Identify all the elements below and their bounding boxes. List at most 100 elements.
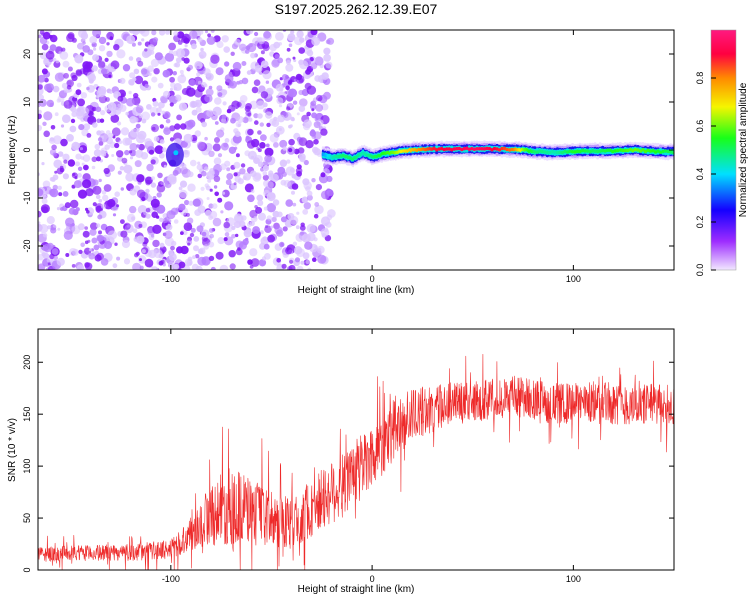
noise-blob — [153, 136, 160, 142]
noise-blob — [138, 114, 143, 119]
noise-blob — [231, 225, 236, 231]
noise-blob — [305, 259, 310, 265]
noise-blob — [245, 30, 254, 35]
noise-blob — [180, 123, 187, 130]
colorbar-label: Normalized spectral amplitude — [738, 82, 749, 217]
snr-y-ticks: 0 50 100 150 200 — [22, 355, 674, 573]
ridge-segment — [616, 148, 620, 153]
noise-blob — [52, 224, 57, 229]
noise-blob — [169, 102, 174, 107]
noise-blob — [210, 266, 216, 270]
noise-blob — [191, 263, 199, 270]
noise-blob — [95, 194, 101, 200]
ridge-segment — [467, 147, 471, 151]
noise-blob — [214, 97, 222, 105]
colorbar-tick-label: 0.6 — [695, 120, 705, 133]
noise-blob — [107, 230, 118, 240]
noise-blob — [298, 47, 306, 54]
noise-blob — [311, 108, 315, 112]
noise-blob — [180, 231, 184, 236]
noise-blob — [320, 216, 331, 226]
ridge-segment — [437, 147, 441, 151]
ridge-segment — [485, 146, 489, 151]
noise-blob — [153, 68, 160, 75]
noise-blob — [51, 144, 57, 151]
noise-blob — [129, 80, 135, 86]
noise-blob — [74, 142, 81, 149]
noise-blob — [222, 189, 230, 198]
noise-blob — [98, 45, 106, 52]
noise-blob — [197, 37, 203, 43]
noise-blob — [273, 116, 278, 121]
noise-blob — [260, 134, 267, 142]
noise-blob — [89, 228, 97, 236]
ridge-segment — [550, 150, 554, 154]
noise-blob — [50, 227, 57, 234]
noise-blob — [298, 137, 308, 147]
noise-blob — [127, 112, 133, 118]
noise-blob — [93, 244, 100, 251]
noise-blob — [66, 85, 72, 90]
noise-blob — [38, 263, 46, 270]
noise-blob — [135, 251, 140, 256]
noise-blob — [38, 124, 42, 132]
ridge-segment — [626, 148, 630, 153]
noise-blob — [99, 118, 105, 123]
noise-blob — [276, 97, 284, 105]
noise-blob — [151, 211, 158, 218]
noise-blob — [285, 166, 295, 176]
noise-blob — [197, 161, 201, 165]
noise-blob — [102, 194, 109, 202]
noise-blob — [302, 209, 309, 215]
noise-blob — [159, 217, 164, 222]
x-tick-label: 100 — [566, 274, 581, 284]
ridge-segment — [548, 150, 552, 155]
noise-blob — [264, 225, 272, 233]
noise-blob — [77, 173, 82, 178]
noise-blob — [233, 172, 238, 177]
noise-blob — [257, 113, 263, 119]
noise-blob — [116, 121, 122, 126]
noise-blob — [78, 145, 88, 154]
noise-blob — [306, 194, 313, 201]
noise-blob — [251, 86, 259, 94]
noise-blob — [150, 159, 156, 165]
noise-blob — [257, 161, 264, 168]
ridge-segment — [543, 150, 547, 154]
noise-blob — [256, 194, 264, 202]
noise-blob — [132, 262, 142, 270]
noise-blob — [80, 92, 88, 99]
noise-blob — [262, 70, 272, 80]
noise-blob — [240, 163, 246, 168]
noise-blob — [38, 109, 42, 115]
ridge-segment — [545, 150, 549, 154]
noise-blob — [169, 125, 176, 132]
ridge-segment — [661, 149, 665, 154]
noise-blob — [291, 117, 295, 122]
noise-blob — [234, 146, 238, 150]
noise-blob — [129, 156, 134, 160]
x-tick-label: -100 — [162, 574, 180, 584]
noise-blob — [65, 217, 75, 227]
noise-blob — [187, 183, 196, 192]
noise-blob — [100, 258, 109, 266]
noise-blob — [174, 123, 181, 130]
noise-blob — [120, 219, 125, 225]
ridge-segment — [583, 149, 587, 153]
ridge-segment — [570, 150, 575, 154]
noise-blob — [279, 139, 288, 148]
noise-blob — [295, 75, 305, 84]
noise-blob — [224, 138, 230, 143]
ridge-segment — [540, 149, 544, 154]
noise-blob — [70, 118, 76, 124]
noise-blob — [54, 112, 59, 117]
noise-blob — [277, 166, 286, 175]
noise-blob — [79, 147, 83, 151]
snr-y-axis-label: SNR (10 * v/v) — [7, 418, 18, 482]
noise-blob — [180, 36, 188, 43]
noise-blob — [182, 163, 187, 168]
noise-blob — [239, 168, 246, 175]
noise-blob — [233, 220, 242, 229]
noise-blob — [221, 35, 229, 43]
ridge-segment — [533, 150, 537, 154]
